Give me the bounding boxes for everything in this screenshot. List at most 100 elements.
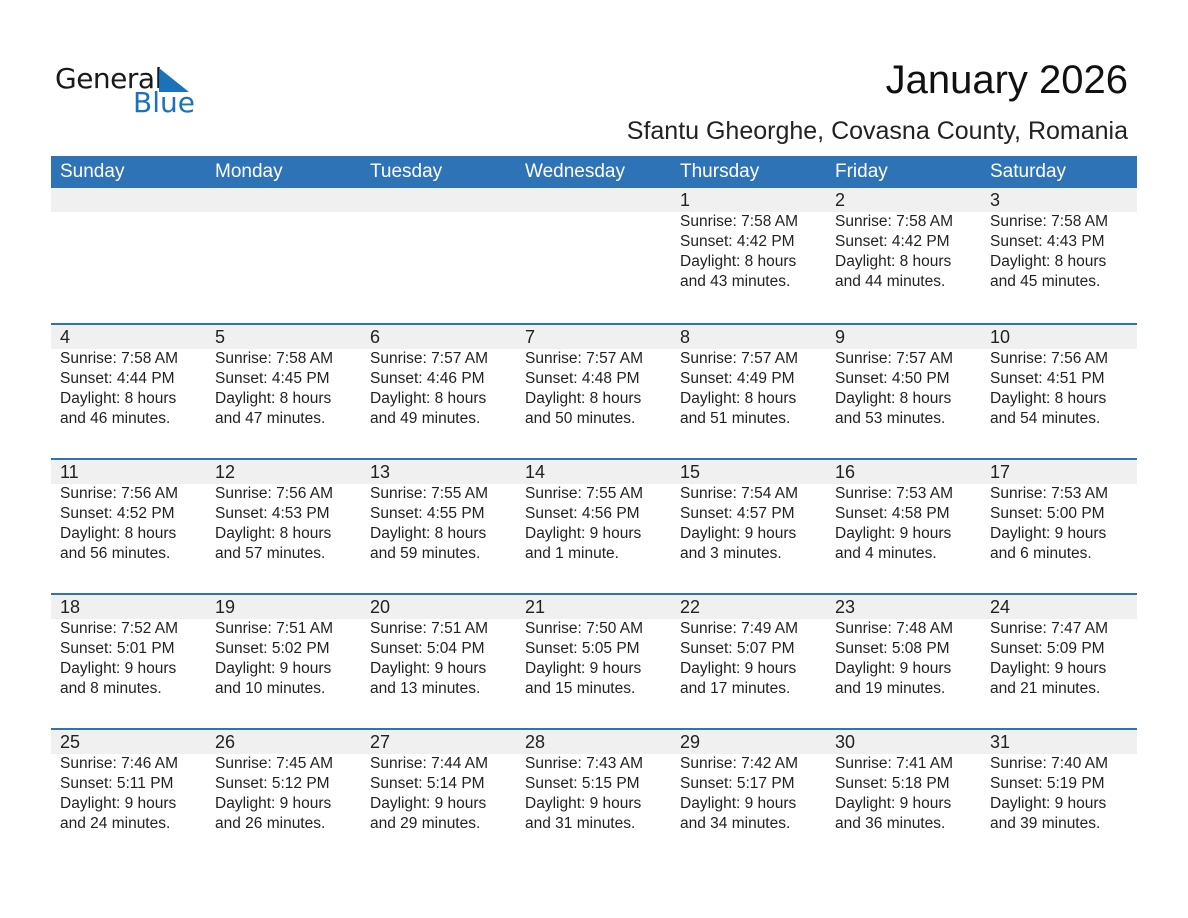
day-cell: 22 Sunrise: 7:49 AM Sunset: 5:07 PM Dayligh…	[671, 595, 826, 728]
day-cell: 10 Sunrise: 7:56 AM Sunset: 4:51 PM Dayligh…	[981, 325, 1136, 458]
day-number: 22	[680, 597, 701, 617]
daylight-text: Daylight: 8 hours	[990, 253, 1107, 270]
date-band	[51, 325, 1137, 349]
sunset-text: Sunset: 4:42 PM	[680, 233, 795, 250]
sunrise-text: Sunrise: 7:58 AM	[680, 213, 799, 230]
day-number: 4	[60, 327, 71, 347]
sunrise-text: Sunrise: 7:55 AM	[370, 485, 489, 502]
daylight-minutes-text: and 24 minutes.	[60, 815, 171, 832]
daylight-text: Daylight: 8 hours	[835, 253, 952, 270]
sunrise-text: Sunrise: 7:43 AM	[525, 755, 644, 772]
sunrise-text: Sunrise: 7:54 AM	[680, 485, 799, 502]
daylight-text: Daylight: 9 hours	[835, 660, 952, 677]
sunrise-text: Sunrise: 7:44 AM	[370, 755, 489, 772]
sunrise-text: Sunrise: 7:50 AM	[525, 620, 644, 637]
sunset-text: Sunset: 4:43 PM	[990, 233, 1105, 250]
daylight-minutes-text: and 43 minutes.	[680, 273, 791, 290]
day-number: 25	[60, 732, 81, 752]
logo-text-general: General	[55, 62, 162, 95]
daylight-text: Daylight: 9 hours	[60, 660, 177, 677]
day-cell: 7 Sunrise: 7:57 AM Sunset: 4:48 PM Daylight…	[516, 325, 671, 458]
day-number: 12	[215, 462, 236, 482]
day-cell: 13 Sunrise: 7:55 AM Sunset: 4:55 PM Dayligh…	[361, 460, 516, 593]
daylight-text: Daylight: 9 hours	[60, 795, 177, 812]
sunrise-text: Sunrise: 7:51 AM	[215, 620, 334, 637]
day-number: 28	[525, 732, 546, 752]
day-cell: 16 Sunrise: 7:53 AM Sunset: 4:58 PM Dayligh…	[826, 460, 981, 593]
day-number: 23	[835, 597, 856, 617]
daylight-minutes-text: and 15 minutes.	[525, 680, 636, 697]
daylight-text: Daylight: 9 hours	[525, 660, 642, 677]
sunset-text: Sunset: 5:19 PM	[990, 775, 1105, 792]
day-cell: 8 Sunrise: 7:57 AM Sunset: 4:49 PM Daylight…	[671, 325, 826, 458]
sunrise-text: Sunrise: 7:47 AM	[990, 620, 1109, 637]
calendar-grid: 1 Sunrise: 7:58 AM Sunset: 4:42 PM Daylight…	[51, 188, 1137, 863]
daylight-text: Daylight: 9 hours	[215, 660, 332, 677]
daylight-minutes-text: and 31 minutes.	[525, 815, 636, 832]
sunset-text: Sunset: 4:45 PM	[215, 370, 330, 387]
day-cell: 9 Sunrise: 7:57 AM Sunset: 4:50 PM Daylight…	[826, 325, 981, 458]
day-number: 13	[370, 462, 391, 482]
day-number: 17	[990, 462, 1011, 482]
sunrise-text: Sunrise: 7:48 AM	[835, 620, 954, 637]
day-number: 15	[680, 462, 701, 482]
day-cell: 4 Sunrise: 7:58 AM Sunset: 4:44 PM Daylight…	[51, 325, 206, 458]
sunrise-text: Sunrise: 7:45 AM	[215, 755, 334, 772]
sunset-text: Sunset: 5:04 PM	[370, 640, 485, 657]
sunset-text: Sunset: 4:42 PM	[835, 233, 950, 250]
sunrise-text: Sunrise: 7:56 AM	[215, 485, 334, 502]
sunrise-text: Sunrise: 7:42 AM	[680, 755, 799, 772]
daylight-text: Daylight: 9 hours	[525, 525, 642, 542]
empty-cell	[206, 188, 361, 323]
daylight-minutes-text: and 34 minutes.	[680, 815, 791, 832]
weekday-wednesday: Wednesday	[525, 161, 625, 182]
daylight-minutes-text: and 8 minutes.	[60, 680, 162, 697]
sunrise-text: Sunrise: 7:57 AM	[680, 350, 799, 367]
sunset-text: Sunset: 5:17 PM	[680, 775, 795, 792]
sunrise-text: Sunrise: 7:57 AM	[370, 350, 489, 367]
day-cell: 14 Sunrise: 7:55 AM Sunset: 4:56 PM Dayligh…	[516, 460, 671, 593]
day-number: 19	[215, 597, 236, 617]
date-band	[51, 188, 1137, 212]
daylight-minutes-text: and 26 minutes.	[215, 815, 326, 832]
logo-triangle-icon	[159, 68, 189, 92]
weekday-header: Sunday Monday Tuesday Wednesday Thursday Frid…	[51, 156, 1137, 188]
day-number: 21	[525, 597, 546, 617]
daylight-minutes-text: and 59 minutes.	[370, 545, 481, 562]
sunrise-text: Sunrise: 7:53 AM	[835, 485, 954, 502]
daylight-minutes-text: and 45 minutes.	[990, 273, 1101, 290]
day-number: 9	[835, 327, 846, 347]
day-cell: 17 Sunrise: 7:53 AM Sunset: 5:00 PM Dayligh…	[981, 460, 1136, 593]
sunset-text: Sunset: 5:01 PM	[60, 640, 175, 657]
daylight-minutes-text: and 57 minutes.	[215, 545, 326, 562]
logo-text-blue: Blue	[133, 86, 195, 119]
day-cell: 6 Sunrise: 7:57 AM Sunset: 4:46 PM Daylight…	[361, 325, 516, 458]
daylight-text: Daylight: 9 hours	[370, 660, 487, 677]
daylight-text: Daylight: 8 hours	[60, 390, 177, 407]
sunrise-text: Sunrise: 7:41 AM	[835, 755, 954, 772]
weekday-sunday: Sunday	[60, 161, 125, 182]
daylight-text: Daylight: 9 hours	[835, 795, 952, 812]
sunset-text: Sunset: 4:51 PM	[990, 370, 1105, 387]
daylight-text: Daylight: 8 hours	[835, 390, 952, 407]
daylight-text: Daylight: 8 hours	[990, 390, 1107, 407]
daylight-minutes-text: and 47 minutes.	[215, 410, 326, 427]
page-title: January 2026	[885, 58, 1128, 102]
sunrise-text: Sunrise: 7:56 AM	[60, 485, 179, 502]
daylight-text: Daylight: 9 hours	[680, 795, 797, 812]
sunset-text: Sunset: 4:57 PM	[680, 505, 795, 522]
daylight-minutes-text: and 10 minutes.	[215, 680, 326, 697]
day-cell: 18 Sunrise: 7:52 AM Sunset: 5:01 PM Dayligh…	[51, 595, 206, 728]
weekday-saturday: Saturday	[990, 161, 1067, 182]
day-number: 24	[990, 597, 1011, 617]
day-cell: 24 Sunrise: 7:47 AM Sunset: 5:09 PM Dayligh…	[981, 595, 1136, 728]
day-cell: 25 Sunrise: 7:46 AM Sunset: 5:11 PM Dayligh…	[51, 730, 206, 863]
daylight-minutes-text: and 13 minutes.	[370, 680, 481, 697]
sunset-text: Sunset: 5:18 PM	[835, 775, 950, 792]
daylight-text: Daylight: 9 hours	[990, 795, 1107, 812]
location-subtitle: Sfantu Gheorghe, Covasna County, Romania	[626, 117, 1128, 145]
sunrise-text: Sunrise: 7:56 AM	[990, 350, 1109, 367]
day-cell: 11 Sunrise: 7:56 AM Sunset: 4:52 PM Dayligh…	[51, 460, 206, 593]
daylight-minutes-text: and 51 minutes.	[680, 410, 791, 427]
day-number: 31	[990, 732, 1011, 752]
